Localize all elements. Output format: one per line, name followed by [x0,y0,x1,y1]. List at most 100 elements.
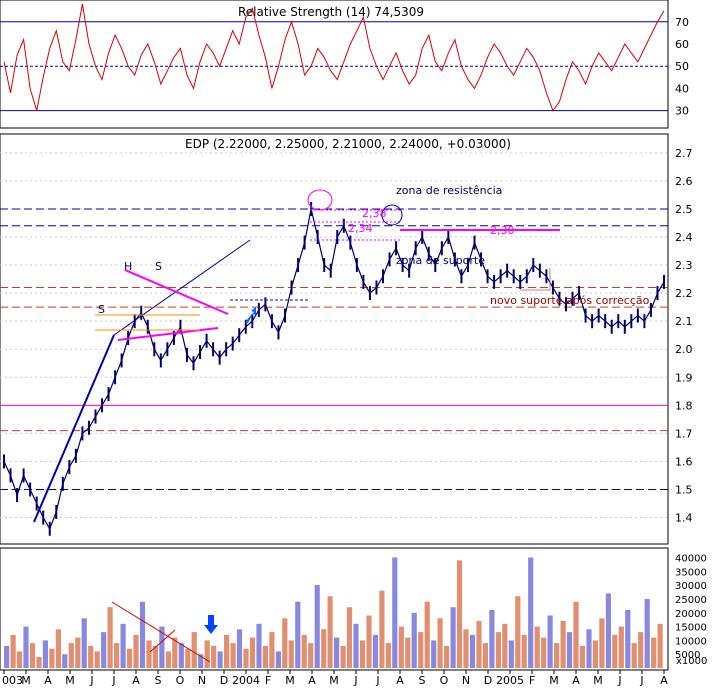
volume-y-tick-label: 15000 [675,623,707,634]
volume-bar [450,607,456,668]
volume-bar [42,640,48,668]
volume-bar [152,645,158,668]
x-tick-label: J [617,674,621,687]
annotation-shoulder-right: S [155,260,162,273]
x-tick-label: 003 [2,674,23,687]
volume-bar [295,601,301,668]
volume-bar [418,632,424,668]
x-tick-label: 2004 [232,674,260,687]
x-tick-label: J [89,674,93,687]
volume-bar [437,618,443,668]
volume-bar [327,596,333,668]
volume-bar [541,637,547,668]
volume-bar [23,626,29,668]
volume-arrow-icon [204,615,218,634]
volume-y-tick-label: 30000 [675,581,707,592]
volume-bar [68,643,74,668]
volume-y-tick-label: 40000 [675,554,707,565]
volume-bar [625,610,631,668]
volume-bar [508,640,514,668]
volume-bar [217,651,223,668]
price-y-tick-label: 2.3 [675,259,693,272]
annotation-price-238: 2,38 [362,207,387,220]
volume-bar [198,654,204,668]
volume-bar [398,626,404,668]
volume-bar [366,615,372,668]
volume-bar [547,615,553,668]
annotation-price-234: 2,34 [348,222,373,235]
volume-bar [579,645,586,668]
volume-bar [657,623,663,668]
x-tick-label: M [549,674,559,687]
volume-bar [301,634,307,668]
volume-bar [444,645,450,668]
volume-bar [249,637,256,668]
volume-bar [62,654,68,668]
x-tick-label: D [484,674,492,687]
volume-bar [178,643,184,668]
volume-bar [262,645,268,668]
volume-y-tick-label: 25000 [675,595,707,606]
volume-bar [204,640,210,668]
volume-bar [379,590,385,668]
oscillator-title: Relative Strength (14) 74,5309 [238,5,424,19]
x-tick-label: M [285,674,295,687]
volume-y-tick-label: 5000 [675,650,700,661]
volume-bar [392,557,398,668]
x-tick-label: J [639,674,643,687]
volume-bar [146,640,152,668]
volume-bar [236,629,243,668]
volume-bar [372,634,378,668]
volume-bar [405,637,411,668]
x-tick-label: N [462,674,470,687]
volume-bar [612,634,618,668]
x-tick-label: 2005 [496,674,524,687]
volume-bar [10,634,16,668]
volume-bar [211,645,217,668]
price-y-tick-label: 2.7 [675,147,693,160]
volume-layer: 5000 10000 15000 20000 25000 30000 35000 40000 [4,554,707,668]
volume-bar [114,643,120,668]
volume-bar [340,645,346,668]
volume-bar [81,618,87,668]
volume-bar [353,623,359,668]
price-layer: 1.4 1.5 1.6 1.7 1.8 1.9 2.0 2.1 2.2 2.3 2.4 2.5 2.6 2… [0,147,693,536]
top-circle-2 [381,204,403,226]
volume-bar [411,612,417,668]
volume-bar [651,637,657,668]
volume-bar [159,626,165,668]
volume-bar [230,643,236,668]
osc-y-tick-label: 50 [675,60,689,73]
price-panel [0,133,669,545]
uptrend-line-2 [113,239,251,336]
osc-y-tick-label: 40 [675,82,689,95]
breakout-arrow-icon [245,307,256,323]
x-tick-label: O [440,674,449,687]
top-circle-1 [307,189,333,211]
volume-bar [515,596,521,668]
price-y-tick-label: 2.6 [675,175,693,188]
volume-bar [256,623,262,668]
volume-bar [16,651,23,668]
x-tick-label: M [21,674,31,687]
volume-bar [133,634,139,668]
volume-bar [586,629,592,668]
volume-annotation-layer [111,601,218,663]
price-y-tick-label: 1.8 [675,399,693,412]
price-title: EDP (2.22000, 2.25000, 2.21000, 2.24000,… [185,137,511,151]
x-tick-label: M [329,674,339,687]
price-series-line [3,208,665,531]
annotation-layer: zona de resistência zona de suporte novo… [33,184,650,523]
osc-y-tick-label: 60 [675,38,689,51]
volume-bar [334,637,340,668]
volume-bar [139,601,146,668]
volume-bar [644,599,650,668]
x-tick-label: M [65,674,75,687]
volume-unit-label: x1000 [676,656,707,667]
price-y-tick-label: 1.6 [675,455,693,468]
annotation-new-support: novo suporte após correcção [490,294,650,307]
volume-y-tick-label: 10000 [675,636,707,647]
x-tick-label: J [353,674,357,687]
volume-bar [385,643,391,668]
